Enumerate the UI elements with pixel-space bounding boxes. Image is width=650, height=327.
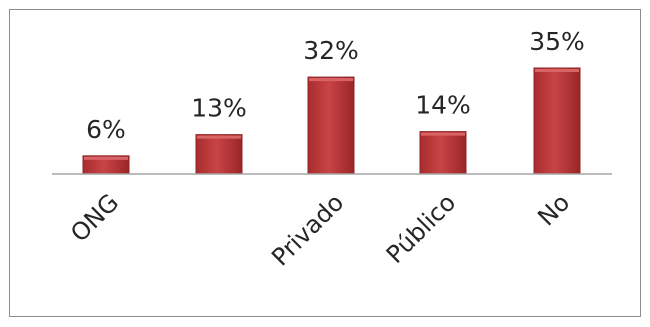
bar-público	[419, 131, 467, 175]
data-label: 13%	[191, 94, 247, 123]
x-tick-label: No	[532, 188, 575, 231]
data-label: 14%	[415, 91, 471, 120]
bar-unlabeled	[195, 134, 243, 175]
bar-highlight	[309, 78, 353, 82]
bar-privado	[307, 76, 355, 175]
data-label: 32%	[303, 36, 359, 65]
bar-highlight	[535, 69, 579, 72]
data-label: 35%	[529, 27, 585, 56]
data-labels-layer: 6% 13% 32% 14% 35%	[86, 27, 585, 144]
bars-layer	[82, 67, 581, 175]
tick-labels-layer: ONG Privado Público No	[65, 188, 575, 271]
bar-highlight	[421, 132, 465, 136]
bar-highlight	[84, 156, 128, 160]
bar-no	[533, 67, 581, 175]
data-label: 6%	[86, 115, 126, 144]
x-tick-label: Público	[381, 188, 461, 268]
x-tick-label: ONG	[65, 188, 124, 247]
x-tick-label: Privado	[266, 188, 349, 271]
bar-highlight	[197, 135, 241, 139]
